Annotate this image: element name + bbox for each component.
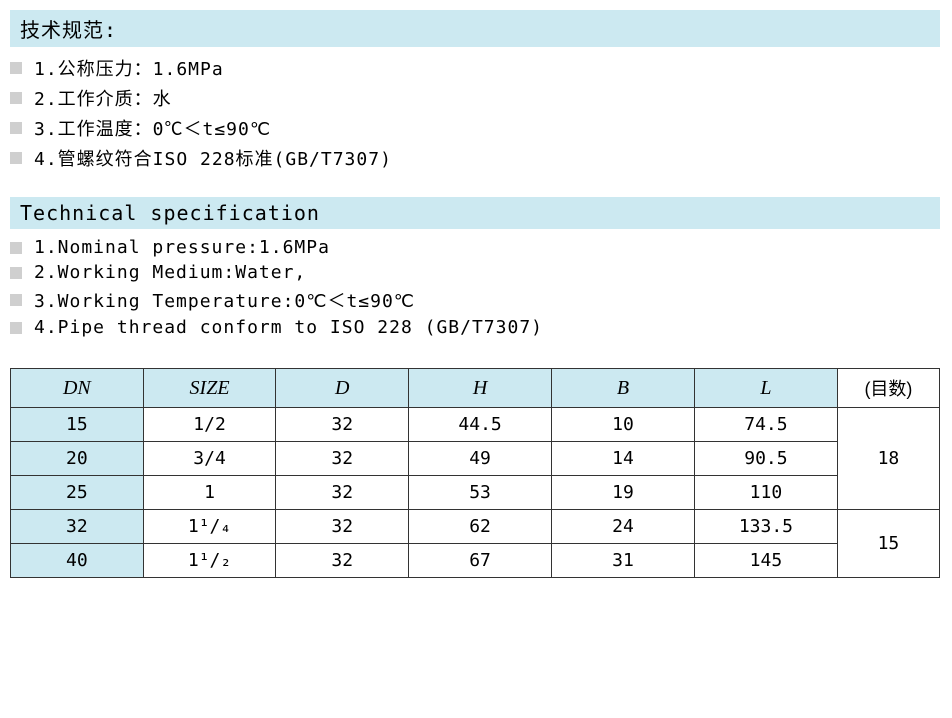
cell-l: 90.5 (694, 442, 837, 476)
cell-l: 110 (694, 476, 837, 510)
spec-en-list: 1.Nominal pressure:1.6MPa 2.Working Medi… (10, 237, 942, 338)
spec-en-item: 1.Nominal pressure:1.6MPa (10, 237, 942, 258)
spec-table: DN SIZE D H B L (目数) 151/23244.51074.518… (10, 368, 940, 578)
cell-dn: 20 (11, 442, 144, 476)
cell-l: 74.5 (694, 408, 837, 442)
cell-d: 32 (276, 442, 409, 476)
col-h: H (409, 369, 552, 408)
cell-mesh: 18 (837, 408, 939, 510)
spec-en-item: 3.Working Temperature:0℃＜t≤90℃ (10, 287, 942, 313)
cell-dn: 25 (11, 476, 144, 510)
spec-cn-list: 1.公称压力：1.6MPa 2.工作介质：水 3.工作温度：0℃＜t≤90℃ 4… (10, 55, 942, 171)
spec-text: 3.Working Temperature:0℃＜t≤90℃ (34, 287, 415, 313)
cell-dn: 15 (11, 408, 144, 442)
table-row: 321¹/₄326224133.515 (11, 510, 940, 544)
spec-text: 1.公称压力：1.6MPa (34, 55, 224, 81)
cell-h: 62 (409, 510, 552, 544)
cell-d: 32 (276, 544, 409, 578)
spec-cn-item: 3.工作温度：0℃＜t≤90℃ (10, 115, 942, 141)
spec-text: 2.Working Medium:Water, (34, 262, 306, 283)
spec-text: 4.Pipe thread conform to ISO 228 (GB/T73… (34, 317, 543, 338)
spec-en-item: 2.Working Medium:Water, (10, 262, 942, 283)
spec-text: 1.Nominal pressure:1.6MPa (34, 237, 330, 258)
table-row: 203/432491490.5 (11, 442, 940, 476)
cell-size: 3/4 (143, 442, 276, 476)
cell-h: 53 (409, 476, 552, 510)
cell-d: 32 (276, 408, 409, 442)
cell-size: 1 (143, 476, 276, 510)
spec-en-header: Technical specification (10, 197, 940, 229)
col-l: L (694, 369, 837, 408)
bullet-icon (10, 92, 22, 104)
spec-cn-item: 1.公称压力：1.6MPa (10, 55, 942, 81)
bullet-icon (10, 267, 22, 279)
spec-text: 3.工作温度：0℃＜t≤90℃ (34, 115, 271, 141)
cell-l: 145 (694, 544, 837, 578)
col-mesh: (目数) (837, 369, 939, 408)
table-header-row: DN SIZE D H B L (目数) (11, 369, 940, 408)
col-dn: DN (11, 369, 144, 408)
col-d: D (276, 369, 409, 408)
cell-b: 10 (552, 408, 695, 442)
cell-size: 1/2 (143, 408, 276, 442)
cell-b: 24 (552, 510, 695, 544)
bullet-icon (10, 62, 22, 74)
cell-l: 133.5 (694, 510, 837, 544)
table-row: 151/23244.51074.518 (11, 408, 940, 442)
cell-b: 31 (552, 544, 695, 578)
spec-cn-item: 4.管螺纹符合ISO 228标准(GB/T7307) (10, 145, 942, 171)
cell-h: 49 (409, 442, 552, 476)
table-row: 401¹/₂326731145 (11, 544, 940, 578)
spec-text: 2.工作介质：水 (34, 85, 172, 111)
cell-mesh: 15 (837, 510, 939, 578)
bullet-icon (10, 242, 22, 254)
bullet-icon (10, 294, 22, 306)
bullet-icon (10, 152, 22, 164)
cell-h: 67 (409, 544, 552, 578)
spec-en-item: 4.Pipe thread conform to ISO 228 (GB/T73… (10, 317, 942, 338)
table-row: 251325319110 (11, 476, 940, 510)
cell-size: 1¹/₂ (143, 544, 276, 578)
spec-text: 4.管螺纹符合ISO 228标准(GB/T7307) (34, 145, 392, 171)
spec-cn-item: 2.工作介质：水 (10, 85, 942, 111)
col-size: SIZE (143, 369, 276, 408)
cell-b: 14 (552, 442, 695, 476)
cell-b: 19 (552, 476, 695, 510)
cell-d: 32 (276, 510, 409, 544)
cell-h: 44.5 (409, 408, 552, 442)
bullet-icon (10, 122, 22, 134)
cell-dn: 32 (11, 510, 144, 544)
spec-cn-header: 技术规范: (10, 10, 940, 47)
col-b: B (552, 369, 695, 408)
bullet-icon (10, 322, 22, 334)
cell-d: 32 (276, 476, 409, 510)
cell-dn: 40 (11, 544, 144, 578)
cell-size: 1¹/₄ (143, 510, 276, 544)
